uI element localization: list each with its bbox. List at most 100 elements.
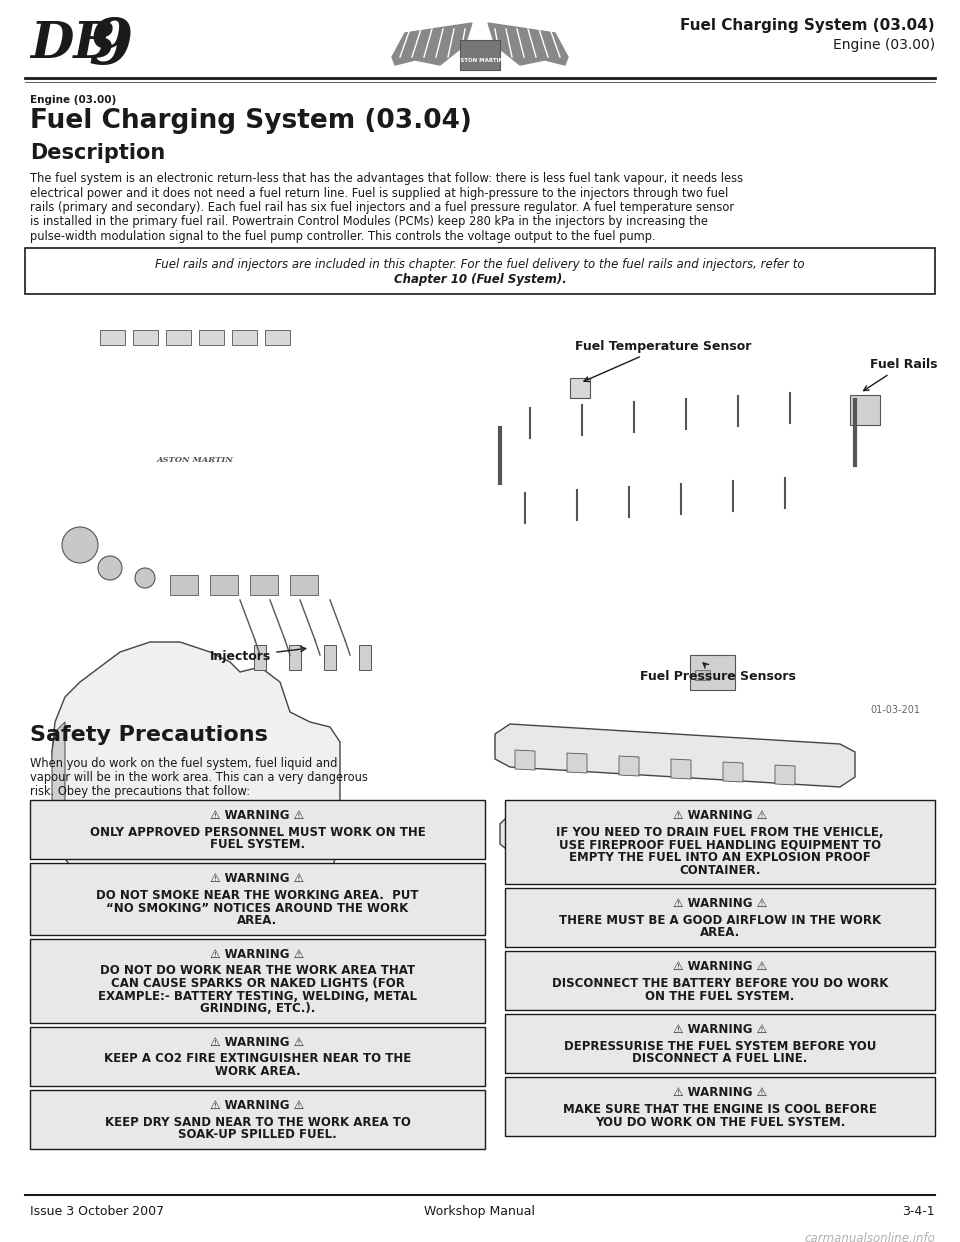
Polygon shape xyxy=(619,756,639,776)
Text: rails (primary and secondary). Each fuel rail has six fuel injectors and a fuel : rails (primary and secondary). Each fuel… xyxy=(30,201,734,214)
Text: Issue 3 October 2007: Issue 3 October 2007 xyxy=(30,1205,164,1218)
Bar xyxy=(505,1077,935,1136)
Circle shape xyxy=(98,556,122,580)
Polygon shape xyxy=(676,845,696,864)
Text: EXAMPLE:- BATTERY TESTING, WELDING, METAL: EXAMPLE:- BATTERY TESTING, WELDING, META… xyxy=(98,990,417,1002)
Polygon shape xyxy=(500,814,850,872)
Text: The fuel system is an electronic return-less that has the advantages that follow: The fuel system is an electronic return-… xyxy=(30,171,743,185)
Text: ⚠ WARNING ⚠: ⚠ WARNING ⚠ xyxy=(673,960,767,972)
Text: AREA.: AREA. xyxy=(700,927,740,939)
Text: Fuel Charging System (03.04): Fuel Charging System (03.04) xyxy=(30,108,472,134)
Polygon shape xyxy=(495,724,855,787)
Circle shape xyxy=(135,568,155,587)
Bar xyxy=(166,330,191,345)
Text: 01-03-201: 01-03-201 xyxy=(870,705,920,715)
Text: AREA.: AREA. xyxy=(237,914,277,927)
Polygon shape xyxy=(723,763,743,782)
Text: ⚠ WARNING ⚠: ⚠ WARNING ⚠ xyxy=(673,1086,767,1099)
Text: Fuel Rails: Fuel Rails xyxy=(864,358,938,391)
Bar xyxy=(25,248,935,294)
Bar xyxy=(290,575,318,595)
Bar xyxy=(30,939,485,1022)
Polygon shape xyxy=(572,838,592,858)
Text: ⚠ WARNING ⚠: ⚠ WARNING ⚠ xyxy=(673,809,767,822)
Text: IF YOU NEED TO DRAIN FUEL FROM THE VEHICLE,: IF YOU NEED TO DRAIN FUEL FROM THE VEHIC… xyxy=(556,826,884,840)
Bar xyxy=(100,330,125,345)
Text: DISCONNECT THE BATTERY BEFORE YOU DO WORK: DISCONNECT THE BATTERY BEFORE YOU DO WOR… xyxy=(552,977,888,990)
Text: EMPTY THE FUEL INTO AN EXPLOSION PROOF: EMPTY THE FUEL INTO AN EXPLOSION PROOF xyxy=(569,851,871,864)
Bar xyxy=(250,575,278,595)
Text: ON THE FUEL SYSTEM.: ON THE FUEL SYSTEM. xyxy=(645,990,795,1002)
Bar xyxy=(170,575,198,595)
Bar xyxy=(133,330,158,345)
Bar xyxy=(505,951,935,1010)
Bar xyxy=(324,645,336,669)
Text: Fuel rails and injectors are included in this chapter. For the fuel delivery to : Fuel rails and injectors are included in… xyxy=(156,258,804,271)
Text: ⚠ WARNING ⚠: ⚠ WARNING ⚠ xyxy=(210,948,304,960)
Text: DISCONNECT A FUEL LINE.: DISCONNECT A FUEL LINE. xyxy=(633,1052,807,1066)
Bar xyxy=(850,395,880,425)
Polygon shape xyxy=(520,835,540,854)
Text: ⚠ WARNING ⚠: ⚠ WARNING ⚠ xyxy=(210,1036,304,1048)
Bar xyxy=(570,378,590,397)
Text: When you do work on the fuel system, fuel liquid and: When you do work on the fuel system, fue… xyxy=(30,758,337,770)
Text: “NO SMOKING” NOTICES AROUND THE WORK: “NO SMOKING” NOTICES AROUND THE WORK xyxy=(107,902,409,914)
Bar xyxy=(199,330,224,345)
Bar xyxy=(289,645,301,669)
Text: ONLY APPROVED PERSONNEL MUST WORK ON THE: ONLY APPROVED PERSONNEL MUST WORK ON THE xyxy=(89,826,425,840)
Text: Injectors: Injectors xyxy=(210,647,305,663)
Bar xyxy=(460,40,500,70)
Text: YOU DO WORK ON THE FUEL SYSTEM.: YOU DO WORK ON THE FUEL SYSTEM. xyxy=(595,1115,845,1129)
Text: Description: Description xyxy=(30,143,165,163)
Bar xyxy=(232,330,257,345)
Text: ⚠ WARNING ⚠: ⚠ WARNING ⚠ xyxy=(210,1098,304,1112)
Bar xyxy=(30,863,485,934)
Text: Workshop Manual: Workshop Manual xyxy=(424,1205,536,1218)
Bar xyxy=(695,669,710,681)
Polygon shape xyxy=(567,753,587,773)
Text: 3-4-1: 3-4-1 xyxy=(902,1205,935,1218)
Polygon shape xyxy=(392,24,472,65)
Bar xyxy=(505,800,935,884)
Text: is installed in the primary fuel rail. Powertrain Control Modules (PCMs) keep 28: is installed in the primary fuel rail. P… xyxy=(30,216,708,229)
Text: pulse-width modulation signal to the fuel pump controller. This controls the vol: pulse-width modulation signal to the fue… xyxy=(30,230,656,243)
Polygon shape xyxy=(671,759,691,779)
Polygon shape xyxy=(728,847,748,867)
Text: MAKE SURE THAT THE ENGINE IS COOL BEFORE: MAKE SURE THAT THE ENGINE IS COOL BEFORE xyxy=(564,1103,876,1117)
Text: CONTAINER.: CONTAINER. xyxy=(680,863,760,877)
Text: THERE MUST BE A GOOD AIRFLOW IN THE WORK: THERE MUST BE A GOOD AIRFLOW IN THE WORK xyxy=(559,914,881,927)
Text: DB: DB xyxy=(30,20,115,70)
Text: Safety Precautions: Safety Precautions xyxy=(30,725,268,745)
Bar xyxy=(265,330,290,345)
Text: Fuel Charging System (03.04): Fuel Charging System (03.04) xyxy=(681,17,935,34)
Text: SOAK-UP SPILLED FUEL.: SOAK-UP SPILLED FUEL. xyxy=(179,1128,337,1141)
Text: 9: 9 xyxy=(88,16,132,77)
Text: Engine (03.00): Engine (03.00) xyxy=(30,94,116,106)
Text: Fuel Temperature Sensor: Fuel Temperature Sensor xyxy=(575,340,752,381)
Bar xyxy=(210,575,238,595)
Polygon shape xyxy=(515,750,535,770)
Text: ⚠ WARNING ⚠: ⚠ WARNING ⚠ xyxy=(210,872,304,886)
Text: DEPRESSURISE THE FUEL SYSTEM BEFORE YOU: DEPRESSURISE THE FUEL SYSTEM BEFORE YOU xyxy=(564,1040,876,1053)
Polygon shape xyxy=(52,642,340,892)
Text: GRINDING, ETC.).: GRINDING, ETC.). xyxy=(200,1002,315,1015)
Circle shape xyxy=(62,527,98,563)
Text: WORK AREA.: WORK AREA. xyxy=(215,1064,300,1078)
Text: ASTON MARTIN: ASTON MARTIN xyxy=(156,456,233,465)
Bar xyxy=(30,1026,485,1086)
Polygon shape xyxy=(52,722,65,842)
Bar xyxy=(30,1089,485,1149)
Text: electrical power and it does not need a fuel return line. Fuel is supplied at hi: electrical power and it does not need a … xyxy=(30,186,729,200)
Text: KEEP A CO2 FIRE EXTINGUISHER NEAR TO THE: KEEP A CO2 FIRE EXTINGUISHER NEAR TO THE xyxy=(104,1052,411,1066)
Text: KEEP DRY SAND NEAR TO THE WORK AREA TO: KEEP DRY SAND NEAR TO THE WORK AREA TO xyxy=(105,1115,411,1129)
Polygon shape xyxy=(624,841,644,861)
Polygon shape xyxy=(775,765,795,785)
Text: carmanualsonline.info: carmanualsonline.info xyxy=(804,1232,935,1242)
Polygon shape xyxy=(780,850,800,869)
Text: DO NOT SMOKE NEAR THE WORKING AREA.  PUT: DO NOT SMOKE NEAR THE WORKING AREA. PUT xyxy=(96,889,419,902)
Bar xyxy=(505,888,935,946)
Bar xyxy=(690,655,735,691)
Bar xyxy=(30,800,485,859)
Text: ⚠ WARNING ⚠: ⚠ WARNING ⚠ xyxy=(210,809,304,822)
Text: ASTON MARTIN: ASTON MARTIN xyxy=(456,58,504,63)
